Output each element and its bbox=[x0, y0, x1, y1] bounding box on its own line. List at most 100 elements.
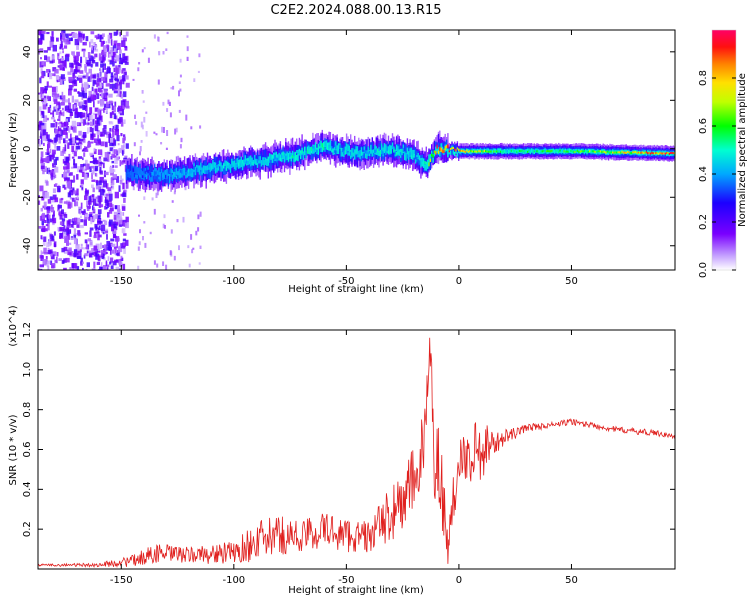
heatmap-noise-cell bbox=[100, 40, 104, 47]
heatmap-ridge-cell bbox=[425, 163, 427, 171]
heatmap-noise-cell bbox=[93, 245, 98, 251]
heatmap-ridge-cell bbox=[541, 150, 544, 153]
heatmap-noise-cell bbox=[87, 238, 91, 242]
heatmap-noise-cell bbox=[76, 252, 81, 259]
heatmap-noise-cell bbox=[42, 170, 45, 175]
heatmap-noise-cell bbox=[111, 224, 114, 232]
heatmap-ridge-cell bbox=[325, 140, 328, 148]
heatmap-noise-cell bbox=[125, 222, 129, 229]
heatmap-noise-cell bbox=[142, 100, 145, 103]
heatmap-ridge-cell bbox=[420, 160, 422, 168]
heatmap-ridge-cell bbox=[335, 145, 337, 150]
heatmap-noise-cell bbox=[114, 82, 118, 89]
heatmap-noise-cell bbox=[75, 201, 79, 207]
heatmap-noise-cell bbox=[119, 31, 122, 37]
heatmap-noise-cell bbox=[134, 114, 136, 119]
heatmap-noise-cell bbox=[118, 237, 120, 241]
heatmap-ridge-cell bbox=[175, 167, 178, 183]
heatmap-ridge-cell bbox=[660, 152, 662, 155]
heatmap-noise-cell bbox=[112, 137, 115, 145]
heatmap-noise-cell bbox=[112, 130, 115, 138]
heatmap-ridge-cell bbox=[320, 140, 322, 148]
heatmap-noise-cell bbox=[93, 101, 95, 108]
heatmap-noise-cell bbox=[79, 106, 83, 109]
heatmap-noise-cell bbox=[117, 89, 122, 97]
heatmap-ridge-cell bbox=[198, 165, 201, 169]
heatmap-noise-cell bbox=[60, 112, 63, 116]
heatmap-noise-cell bbox=[40, 268, 43, 270]
heatmap-noise-cell bbox=[86, 262, 90, 268]
y-tick-label: -40 bbox=[22, 238, 33, 254]
heatmap-noise-cell bbox=[97, 215, 101, 219]
heatmap-noise-cell bbox=[91, 248, 94, 254]
heatmap-noise-cell bbox=[88, 90, 93, 98]
heatmap-noise-cell bbox=[90, 165, 94, 169]
heatmap-ridge-cell bbox=[317, 143, 319, 148]
heatmap-ridge-cell bbox=[142, 171, 144, 180]
heatmap-noise-cell bbox=[93, 235, 97, 239]
heatmap-ridge-cell bbox=[544, 149, 546, 152]
heatmap-ridge-cell bbox=[571, 150, 573, 153]
heatmap-ridge-cell bbox=[129, 163, 132, 176]
heatmap-ridge-cell bbox=[671, 151, 673, 154]
heatmap-noise-cell bbox=[90, 31, 95, 35]
heatmap-noise-cell bbox=[46, 219, 50, 224]
heatmap-noise-cell bbox=[162, 51, 165, 55]
heatmap-noise-cell bbox=[65, 166, 70, 174]
heatmap-ridge-cell bbox=[296, 150, 298, 154]
heatmap-noise-cell bbox=[120, 93, 124, 99]
heatmap-ridge-cell bbox=[162, 173, 164, 178]
heatmap-noise-cell bbox=[40, 255, 44, 261]
heatmap-noise-cell bbox=[111, 204, 114, 208]
heatmap-ridge-cell bbox=[663, 152, 665, 155]
heatmap-ridge-cell bbox=[436, 144, 438, 149]
heatmap-noise-cell bbox=[119, 261, 123, 266]
heatmap-ridge-cell bbox=[416, 157, 418, 161]
heatmap-ridge-cell bbox=[275, 157, 278, 162]
heatmap-ridge-cell bbox=[196, 167, 198, 172]
heatmap-ridge-cell bbox=[155, 170, 157, 182]
heatmap-ridge-cell bbox=[464, 150, 467, 153]
heatmap-noise-cell bbox=[41, 212, 45, 220]
heatmap-noise-cell bbox=[97, 149, 103, 155]
heatmap-noise-cell bbox=[97, 100, 100, 104]
heatmap-noise-cell bbox=[68, 88, 72, 96]
heatmap-noise-cell bbox=[64, 236, 69, 243]
heatmap-noise-cell bbox=[78, 206, 82, 209]
heatmap-ridge-cell bbox=[368, 150, 371, 154]
heatmap-ridge-cell bbox=[219, 167, 221, 172]
heatmap-noise-cell bbox=[178, 109, 181, 113]
heatmap-noise-cell bbox=[42, 239, 46, 246]
heatmap-noise-cell bbox=[48, 170, 51, 173]
heatmap-noise-cell bbox=[84, 41, 87, 45]
heatmap-noise-cell bbox=[103, 125, 107, 129]
heatmap-ridge-cell bbox=[283, 152, 286, 157]
heatmap-ridge-cell bbox=[159, 172, 161, 176]
heatmap-noise-cell bbox=[59, 79, 62, 85]
heatmap-noise-cell bbox=[59, 110, 62, 114]
heatmap-noise-cell bbox=[63, 121, 68, 127]
heatmap-noise-cell bbox=[106, 234, 108, 240]
heatmap-noise-cell bbox=[104, 220, 108, 226]
heatmap-noise-cell bbox=[96, 34, 99, 38]
heatmap-noise-cell bbox=[50, 123, 55, 128]
heatmap-ridge-cell bbox=[135, 166, 137, 174]
heatmap-noise-cell bbox=[39, 264, 44, 268]
heatmap-noise-cell bbox=[88, 214, 93, 218]
heatmap-noise-cell bbox=[72, 190, 77, 193]
heatmap-noise-cell bbox=[100, 262, 103, 267]
heatmap-ridge-cell bbox=[447, 144, 449, 149]
y-tick-label: 0.2 bbox=[22, 521, 33, 537]
heatmap-ridge-cell bbox=[266, 158, 268, 167]
heatmap-ridge-cell bbox=[212, 159, 214, 170]
heatmap-noise-cell bbox=[41, 196, 45, 201]
heatmap-ridge-cell bbox=[329, 147, 332, 151]
heatmap-noise-cell bbox=[47, 199, 52, 204]
colorbar-gradient bbox=[712, 30, 736, 270]
heatmap-noise-cell bbox=[49, 40, 54, 48]
heatmap-ridge-cell bbox=[164, 169, 167, 180]
heatmap-ridge-cell bbox=[324, 148, 326, 152]
heatmap-noise-cell bbox=[76, 122, 80, 126]
heatmap-ridge-cell bbox=[240, 163, 242, 168]
heatmap-noise-cell bbox=[100, 76, 106, 82]
